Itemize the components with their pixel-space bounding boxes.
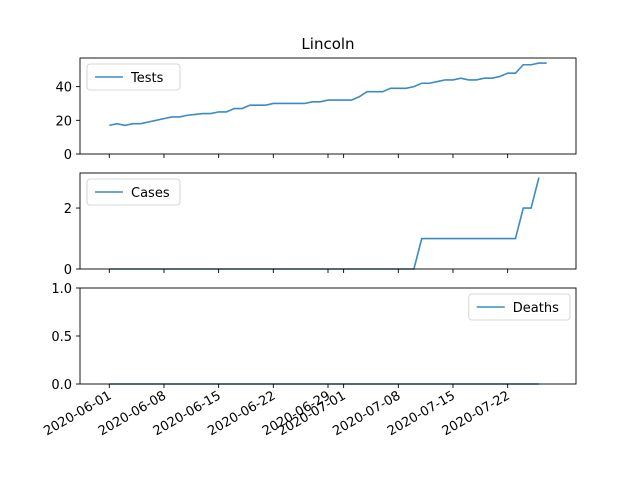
y-tick-label: 0.0 <box>51 378 72 393</box>
legend-box <box>468 293 571 321</box>
legend: Tests <box>86 63 181 91</box>
chart-title: Lincoln <box>301 35 354 53</box>
y-tick-label: 40 <box>55 81 72 96</box>
chart-panels: 0 20 40 Tests 0 2 Cases 0.0 0.5 1.0 Deaths <box>51 57 577 393</box>
y-tick-label: 0 <box>64 263 72 278</box>
series-line-tests <box>109 62 547 127</box>
x-axis-ticks: 2020-06-012020-06-082020-06-152020-06-22… <box>41 388 512 439</box>
y-tick-label: 0 <box>64 148 72 163</box>
legend: Cases <box>86 178 181 206</box>
legend-label: Tests <box>130 71 164 86</box>
panel-2: 0 2 Cases <box>64 172 577 278</box>
y-tick-label: 2 <box>64 202 72 217</box>
panel-1: 0 20 40 Tests <box>55 57 577 163</box>
legend-label: Deaths <box>513 301 559 316</box>
panel-3: 0.0 0.5 1.0 Deaths <box>51 282 577 393</box>
legend-box <box>86 178 181 206</box>
y-tick-label: 20 <box>55 114 72 129</box>
legend: Deaths <box>468 293 571 321</box>
y-tick-label: 0.5 <box>51 330 72 345</box>
legend-box <box>86 63 181 91</box>
legend-label: Cases <box>131 186 170 201</box>
y-tick-label: 1.0 <box>51 282 72 297</box>
